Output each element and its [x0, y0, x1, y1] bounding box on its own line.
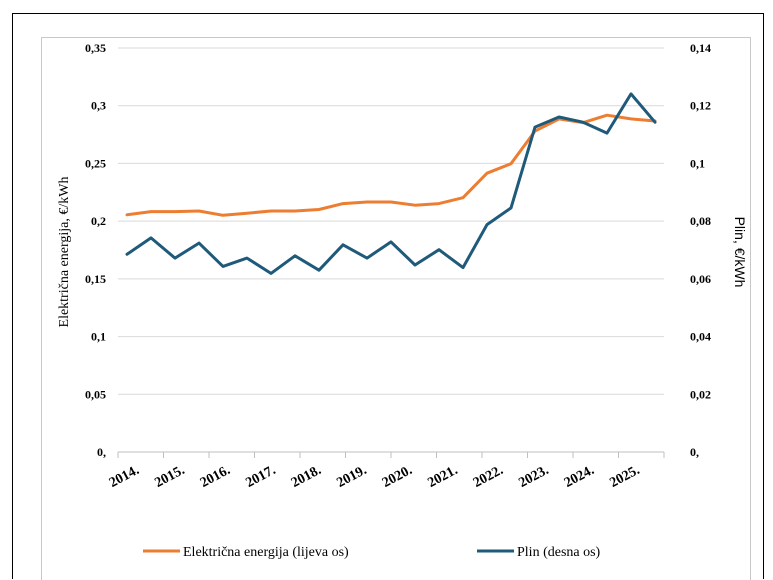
left-tick-label: 0,35 — [85, 41, 106, 55]
gridlines — [118, 47, 664, 395]
chart-frame — [12, 13, 764, 580]
x-axis — [117, 451, 665, 458]
right-tick-label: 0,1 — [690, 156, 705, 170]
series-lines — [125, 92, 657, 275]
series-line-gas — [125, 92, 657, 275]
x-tick-label: 2022. — [471, 463, 506, 491]
left-tick-label: 0,15 — [85, 272, 106, 286]
right-axis-ticks: 0, 0,02 0,04 0,06 0,08 0,1 0,12 0,14 — [690, 41, 711, 459]
right-tick-label: 0,08 — [690, 214, 711, 228]
x-tick-label: 2014. — [107, 463, 142, 491]
left-tick-label: 0, — [97, 445, 106, 459]
left-axis-ticks: 0, 0,05 0,1 0,15 0,2 0,25 0,3 0,35 — [85, 41, 106, 459]
right-tick-label: 0,12 — [690, 99, 711, 113]
x-tick-label: 2020. — [380, 463, 415, 491]
left-tick-label: 0,2 — [91, 214, 106, 228]
right-tick-label: 0, — [690, 445, 699, 459]
left-tick-label: 0,25 — [85, 156, 106, 170]
x-axis-ticks: 2014. 2015. 2016. 2017. 2018. 2019. 2020. 2021.… — [107, 463, 642, 491]
x-tick-label: 2025. — [607, 463, 642, 491]
x-tick-label: 2023. — [516, 463, 551, 491]
left-tick-label: 0,05 — [85, 387, 106, 401]
left-axis-title: Električna energija, €/kWh — [57, 177, 72, 328]
left-tick-label: 0,3 — [91, 99, 106, 113]
x-tick-label: 2016. — [198, 463, 233, 491]
left-tick-label: 0,1 — [91, 330, 106, 344]
right-tick-label: 0,02 — [690, 387, 711, 401]
chart-area — [41, 37, 751, 580]
x-tick-label: 2021. — [425, 463, 460, 491]
right-tick-label: 0,14 — [690, 41, 711, 55]
x-tick-label: 2018. — [289, 463, 324, 491]
line-chart: 0,0,050,10,150,20,250,30,35 0,0,020,040,… — [57, 41, 748, 560]
x-tick-label: 2019. — [334, 463, 369, 491]
right-tick-label: 0,04 — [690, 330, 711, 344]
legend-label-gas: Plin (desna os) — [517, 545, 601, 560]
legend: Električna energija (lijeva os) Plin (de… — [143, 545, 601, 560]
right-axis-title: Plin, €/kWh — [732, 217, 748, 288]
right-tick-label: 0,06 — [690, 272, 711, 286]
x-tick-label: 2015. — [152, 463, 187, 491]
series-line-electricity — [125, 113, 657, 217]
x-tick-label: 2017. — [243, 463, 278, 491]
x-tick-label: 2024. — [562, 463, 597, 491]
legend-label-electricity: Električna energija (lijeva os) — [183, 545, 349, 560]
